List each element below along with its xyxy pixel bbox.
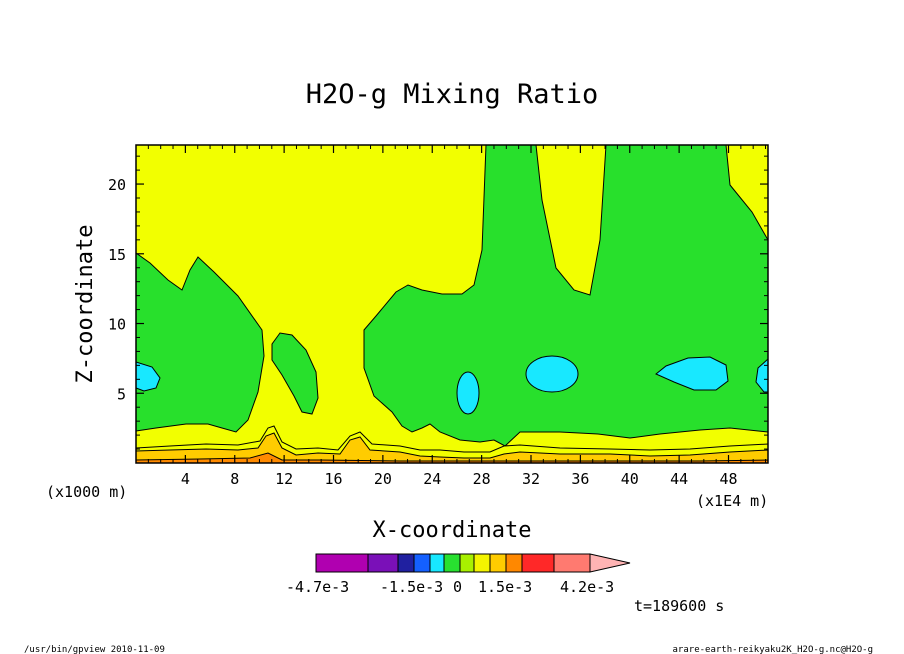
x-tick-label: 32 (522, 470, 540, 488)
x-tick-label: 28 (473, 470, 491, 488)
colorbar-swatch (459, 553, 475, 573)
y-axis-label: Z-coordinate (73, 225, 98, 384)
plot-frame (135, 144, 769, 464)
footer-left: /usr/bin/gpview 2010-11-09 (24, 645, 165, 654)
x-tick-label: 36 (571, 470, 589, 488)
chart-title: H2O-g Mixing Ratio (306, 79, 599, 110)
contour-cyan-cells (136, 355, 768, 415)
y-tick-label: 10 (108, 316, 126, 334)
colorbar-swatch (413, 553, 431, 573)
contour-fill-cyan (136, 361, 161, 392)
x-axis-label: X-coordinate (373, 518, 532, 543)
footer-right: arare-earth-reikyaku2K_H2O-g.nc@H2O-g (673, 645, 873, 654)
y-tick-label: 5 (117, 385, 126, 403)
x-tick-label: 40 (621, 470, 639, 488)
colorbar-label: -4.7e-3 (286, 578, 349, 596)
colorbar-swatch (367, 553, 399, 573)
colorbar-label: -1.5e-3 (380, 578, 443, 596)
contour-fill-cyan (755, 358, 768, 393)
contour-fill-green-island (271, 332, 319, 415)
colorbar-swatch (521, 553, 555, 573)
x-tick-label: 20 (374, 470, 392, 488)
contour-fill-gold-band (136, 432, 768, 463)
contour-fill-cyan (655, 356, 729, 391)
colorbar-swatch (443, 553, 461, 573)
colorbar-swatch (553, 553, 591, 573)
colorbar-label: 0 (453, 578, 462, 596)
colorbar (315, 553, 631, 573)
x-tick-label: 24 (423, 470, 441, 488)
time-label: t=189600 s (634, 597, 724, 615)
contour-plot-area (136, 145, 768, 463)
x-axis: 4 8 12 16 20 24 28 32 36 40 44 48 (147, 145, 767, 488)
colorbar-label: 4.2e-3 (560, 578, 614, 596)
colorbar-swatch (429, 553, 445, 573)
contour-fill-cyan (456, 371, 480, 415)
x-tick-label: 16 (324, 470, 342, 488)
x-tick-label: 12 (275, 470, 293, 488)
x-tick-label: 4 (181, 470, 190, 488)
x-tick-label: 48 (719, 470, 737, 488)
colorbar-swatch (505, 553, 523, 573)
colorbar-swatch (397, 553, 415, 573)
y-tick-label: 20 (108, 176, 126, 194)
colorbar-label: 1.5e-3 (478, 578, 532, 596)
contour-fill-orange-band (136, 452, 768, 463)
contour-fill-green-main (136, 252, 265, 433)
colorbar-swatch (315, 553, 369, 573)
y-tick-label: 15 (108, 246, 126, 264)
colorbar-swatch (489, 553, 507, 573)
colorbar-swatch (473, 553, 491, 573)
x-tick-label: 8 (230, 470, 239, 488)
x-unit-left: (x1000 m) (46, 483, 127, 501)
x-tick-label: 44 (670, 470, 688, 488)
colorbar-arrow (589, 553, 631, 573)
contour-fill-cyan (525, 355, 579, 393)
x-unit-right: (x1E4 m) (696, 492, 768, 510)
y-axis: 5 10 15 20 (108, 155, 768, 450)
